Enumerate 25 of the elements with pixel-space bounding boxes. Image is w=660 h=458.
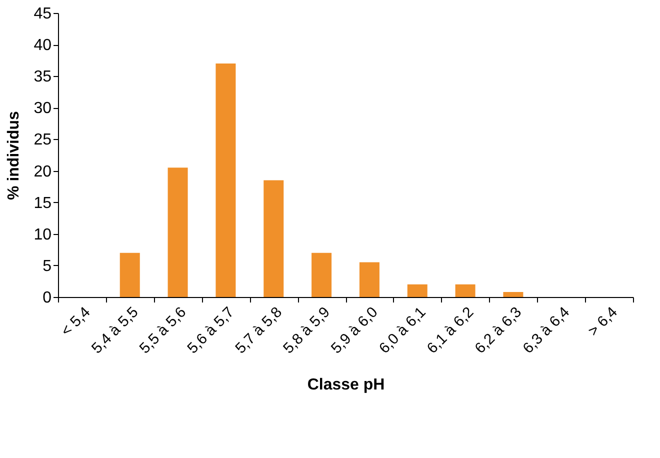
y-axis-title: % individus bbox=[6, 110, 23, 200]
y-tick-label: 20 bbox=[34, 163, 52, 180]
y-tick-label: 35 bbox=[34, 68, 52, 86]
y-tick-label: 45 bbox=[34, 6, 52, 22]
x-axis-title: Classe pH bbox=[307, 376, 385, 394]
y-tick-label: 15 bbox=[34, 194, 52, 212]
bar bbox=[264, 180, 284, 297]
bar bbox=[168, 168, 188, 297]
bar bbox=[216, 63, 236, 297]
bar bbox=[455, 284, 476, 297]
bar bbox=[503, 292, 524, 297]
bar bbox=[359, 262, 380, 297]
y-tick-label: 40 bbox=[34, 37, 52, 54]
y-tick-label: 30 bbox=[34, 100, 52, 118]
y-tick-label: 0 bbox=[42, 290, 52, 306]
bar bbox=[407, 284, 428, 297]
x-tick-label: > 6,4 bbox=[584, 304, 621, 340]
x-tick-label: 6,3 à 6,4 bbox=[520, 304, 573, 358]
bar bbox=[120, 252, 140, 297]
y-tick-label: 5 bbox=[42, 258, 52, 275]
x-tick-label: < 5,4 bbox=[58, 304, 94, 340]
y-tick-label: 10 bbox=[34, 226, 52, 244]
x-tick-label: 5,9 à 6,0 bbox=[328, 304, 382, 358]
y-tick-label: 25 bbox=[34, 132, 52, 149]
bar bbox=[312, 252, 332, 297]
